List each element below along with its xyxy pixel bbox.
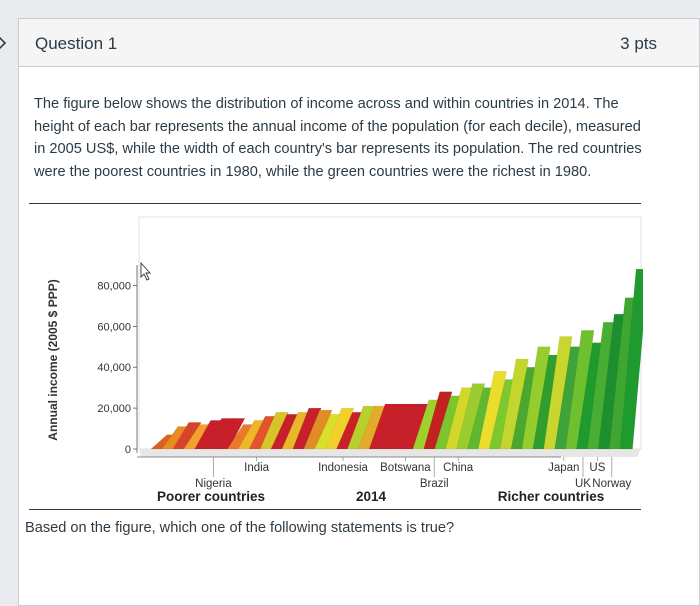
question-text: The figure below shows the distribution …	[34, 96, 642, 180]
plot-floor	[139, 449, 641, 457]
income-bar	[543, 336, 573, 450]
question-title: Question 1	[35, 34, 118, 53]
poorer-countries-label: Poorer countries	[157, 489, 265, 504]
country-label: Botswana	[380, 462, 431, 474]
y-tick-label: 80,000	[97, 280, 131, 292]
question-points: 3 pts	[620, 34, 657, 53]
income-distribution-figure: 0 20,000 40,000 60,000 80,000 Annual income (…	[31, 205, 643, 511]
country-label: India	[244, 462, 270, 474]
income-bar	[325, 407, 355, 450]
year-label: 2014	[356, 489, 387, 504]
mouse-pointer-icon	[140, 261, 152, 281]
country-label: Nigeria	[195, 478, 232, 490]
question-card: Question 1 3 pts The figure below shows …	[18, 18, 700, 606]
income-bar	[478, 371, 507, 450]
y-tick-label: 40,000	[97, 362, 131, 374]
income-bar	[259, 411, 289, 450]
income-bar	[521, 346, 551, 450]
country-label: China	[443, 462, 474, 474]
chevron-right-icon[interactable]	[0, 33, 10, 53]
country-label: Indonesia	[318, 462, 368, 474]
country-label: Norway	[592, 478, 631, 490]
richer-countries-label: Richer countries	[498, 489, 605, 504]
income-bar	[499, 358, 529, 450]
country-label: US	[589, 462, 605, 474]
income-bar	[619, 268, 643, 450]
income-bar	[456, 383, 486, 450]
income-chart: 0 20,000 40,000 60,000 80,000 Annual income (…	[46, 216, 643, 504]
y-tick-label: 60,000	[97, 321, 131, 333]
figure-bottom-rule	[29, 509, 641, 510]
country-label: Brazil	[420, 478, 449, 490]
question-header: Question 1 3 pts	[19, 19, 699, 67]
income-bar	[292, 407, 322, 450]
country-label: UK	[575, 478, 591, 490]
income-bar	[303, 409, 333, 450]
income-bar	[216, 418, 246, 450]
country-label: Japan	[548, 462, 579, 474]
figure-top-rule	[29, 203, 641, 204]
y-tick-label: 20,000	[97, 403, 131, 415]
income-bar	[423, 391, 453, 450]
income-bar	[172, 422, 202, 450]
income-bar	[565, 330, 595, 450]
question-prompt: Based on the figure, which one of the fo…	[25, 520, 455, 536]
y-axis-title: Annual income (2005 $ PPP)	[46, 279, 60, 440]
y-tick-label: 0	[125, 444, 131, 456]
